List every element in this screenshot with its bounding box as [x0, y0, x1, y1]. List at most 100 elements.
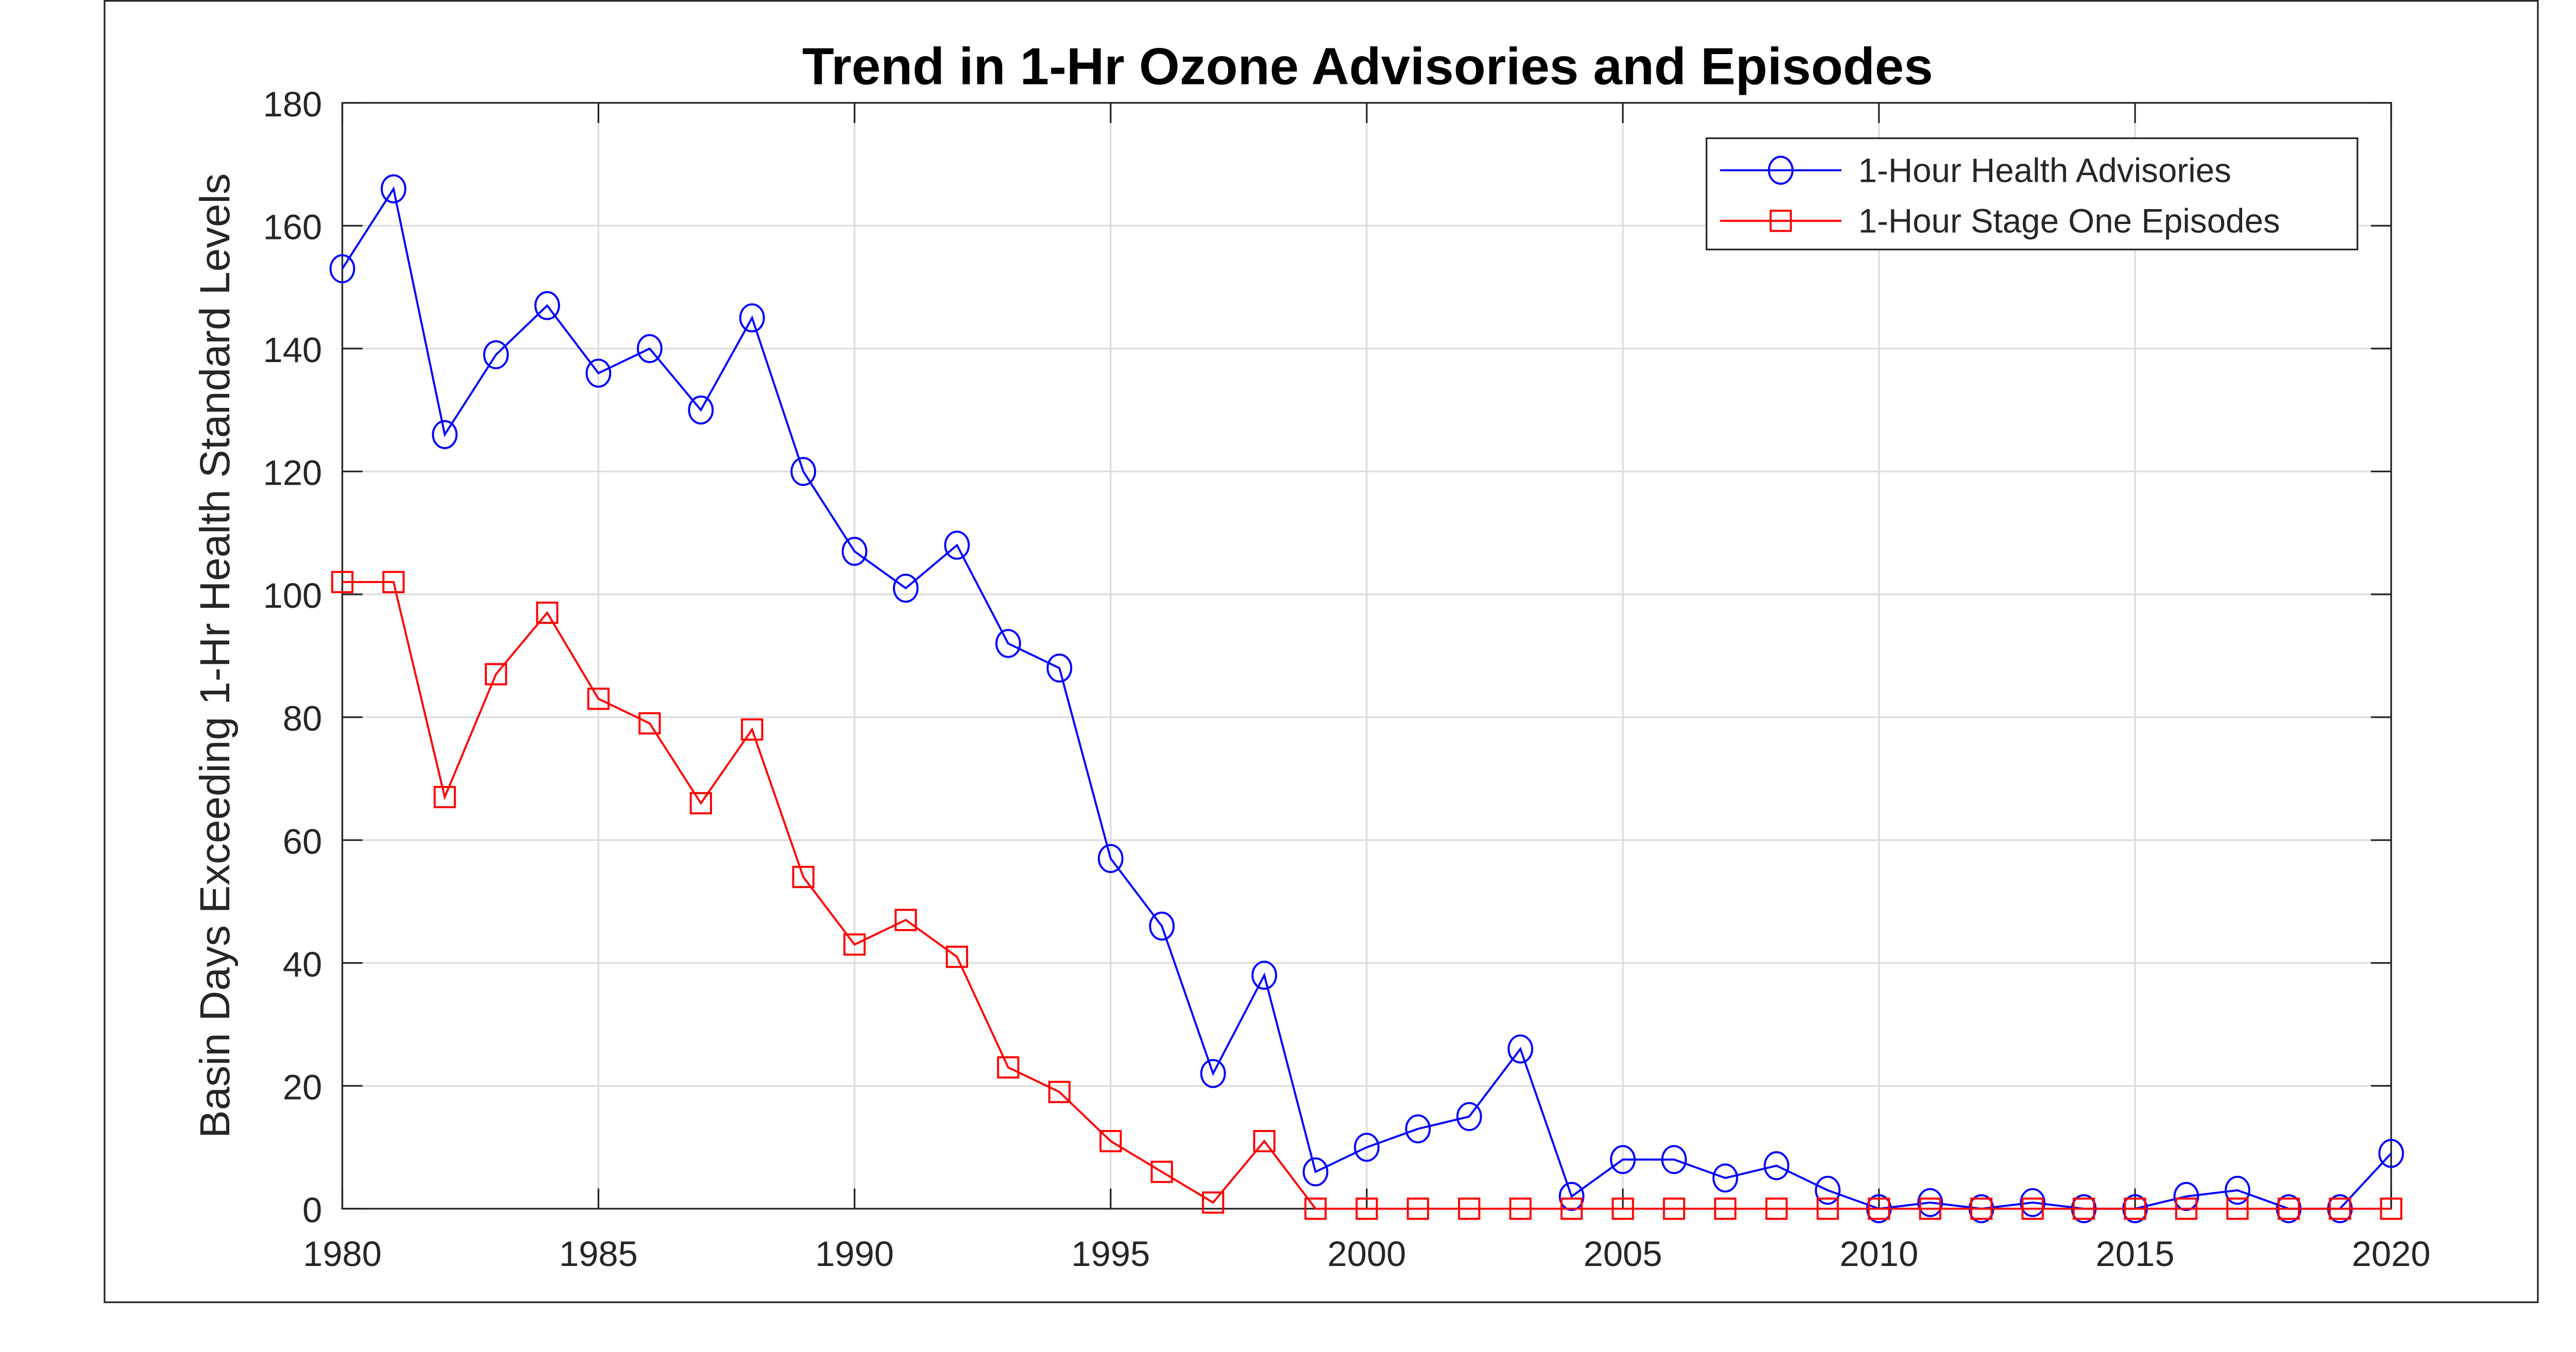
data-point: [1714, 1197, 1737, 1220]
series-line: [341, 186, 2392, 1210]
data-point: [841, 537, 868, 566]
x-tick-label: 2000: [1327, 1234, 1406, 1274]
y-tick-label: 40: [283, 945, 322, 984]
y-tick-label: 0: [302, 1190, 322, 1230]
data-point: [1970, 1197, 1993, 1220]
x-tick-label: 1990: [815, 1234, 894, 1274]
y-tick-label: 120: [263, 453, 323, 493]
y-tick-label: 160: [263, 207, 323, 247]
data-point: [1868, 1197, 1890, 1220]
data-point: [2378, 1139, 2404, 1168]
data-point: [2073, 1197, 2095, 1220]
data-point: [1817, 1197, 1839, 1220]
data-point: [1919, 1197, 1942, 1220]
data-point: [1304, 1197, 1327, 1220]
x-tick-label: 1985: [559, 1234, 638, 1274]
axis-ticks: 1980 1985 1990 1995 2000 2005 2010 2015 2020 0 20 4…: [263, 84, 2431, 1274]
data-point: [945, 946, 969, 968]
data-point: [1558, 1182, 1585, 1211]
data-point: [1046, 653, 1073, 683]
data-point: [1507, 1034, 1533, 1064]
data-point: [1815, 1175, 1841, 1205]
data-point: [536, 602, 558, 624]
x-tick-label: 2010: [1840, 1234, 1919, 1274]
legend-square-marker-icon: [1769, 210, 1792, 232]
data-point: [1201, 1191, 1225, 1214]
data-point: [1610, 1145, 1636, 1174]
series-line: [342, 581, 2392, 1210]
data-point: [1251, 961, 1277, 990]
y-tick-label: 100: [263, 576, 323, 615]
y-tick-label: 60: [283, 822, 322, 861]
data-point: [2124, 1197, 2146, 1220]
data-point: [1353, 1133, 1380, 1162]
data-point: [741, 718, 764, 741]
series-advisories: [329, 174, 2404, 1223]
data-point: [1712, 1163, 1738, 1193]
data-point: [739, 303, 765, 333]
x-tick-label: 2005: [1583, 1234, 1662, 1274]
data-point: [1764, 1151, 1790, 1180]
data-point: [1458, 1197, 1481, 1220]
data-point: [1302, 1157, 1329, 1187]
data-point: [1405, 1114, 1431, 1143]
data-point: [380, 174, 406, 203]
legend-circle-marker-icon: [1768, 156, 1794, 185]
data-point: [638, 712, 661, 735]
data-point: [1509, 1197, 1532, 1220]
data-point: [1099, 1129, 1122, 1153]
y-tick-label: 140: [263, 330, 323, 370]
data-point: [893, 573, 919, 603]
legend: 1-Hour Health Advisories 1-Hour Stage On…: [1705, 137, 2359, 251]
y-axis-label: Basin Days Exceeding 1-Hr Health Standar…: [192, 173, 239, 1138]
y-tick-label: 80: [283, 699, 322, 739]
data-point: [1097, 844, 1124, 874]
data-point: [2226, 1197, 2249, 1220]
data-point: [637, 334, 663, 363]
data-point: [329, 254, 355, 283]
data-point: [689, 792, 712, 815]
data-point: [2277, 1197, 2300, 1220]
chart-title: Trend in 1-Hr Ozone Advisories and Episo…: [802, 37, 1933, 96]
legend-label-episodes: 1-Hour Stage One Episodes: [1858, 202, 2280, 240]
data-point: [2175, 1197, 2198, 1220]
data-point: [688, 395, 714, 425]
data-point: [1150, 1160, 1173, 1183]
data-point: [2021, 1197, 2044, 1220]
x-tick-label: 1980: [303, 1234, 382, 1274]
x-tick-label: 2020: [2352, 1234, 2431, 1274]
data-point: [1661, 1145, 1687, 1174]
data-point: [2380, 1197, 2402, 1220]
data-point: [2020, 1188, 2046, 1218]
y-tick-label: 180: [263, 84, 323, 124]
data-point: [432, 420, 458, 449]
series-episodes: [331, 571, 2402, 1220]
data-point: [944, 530, 970, 560]
data-point: [995, 629, 1021, 658]
legend-box: [1705, 137, 2359, 251]
data-point: [2225, 1175, 2250, 1205]
data-point: [1406, 1197, 1429, 1220]
data-point: [1663, 1197, 1685, 1220]
data-point: [792, 866, 815, 888]
data-point: [1048, 1081, 1071, 1103]
x-tick-label: 2015: [2096, 1234, 2175, 1274]
data-point: [433, 785, 456, 809]
data-point: [1560, 1197, 1583, 1220]
x-tick-label: 1995: [1071, 1234, 1150, 1274]
data-point: [585, 358, 612, 388]
data-point: [1612, 1197, 1634, 1220]
data-point: [1253, 1129, 1276, 1153]
series-group: [329, 174, 2404, 1223]
data-point: [485, 663, 507, 686]
data-point: [894, 909, 917, 931]
data-point: [1456, 1102, 1482, 1132]
data-point: [843, 933, 866, 956]
data-point: [1917, 1188, 1943, 1218]
data-point: [382, 571, 405, 593]
data-point: [1200, 1059, 1226, 1088]
legend-label-advisories: 1-Hour Health Advisories: [1858, 151, 2231, 189]
data-point: [2173, 1182, 2199, 1211]
data-point: [483, 340, 509, 369]
